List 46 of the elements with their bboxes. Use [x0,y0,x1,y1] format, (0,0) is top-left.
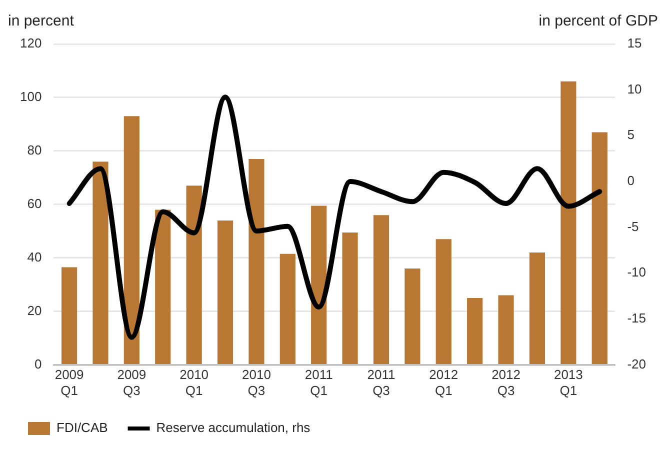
legend-label: FDI/CAB [56,420,108,436]
bar [529,252,546,364]
y2-tick-label: 0 [627,173,634,188]
bar [373,215,390,364]
y-tick-label: 0 [34,356,42,372]
bar [467,298,483,364]
bar [436,239,452,364]
y-tick-label: 80 [27,142,42,158]
bar [155,210,171,364]
bar [560,81,576,364]
y-tick-label: 20 [27,302,42,318]
bar [186,186,202,364]
bar [342,232,358,364]
y-tick-label: 120 [20,36,42,51]
x-tick-label: 2009 Q3 [117,367,146,398]
x-tick-label: 2013 Q1 [554,367,583,398]
y-tick-label: 60 [27,196,42,211]
y-axis-title: in percent [8,12,75,30]
bar [61,267,78,364]
bar [311,206,327,364]
bar [404,268,420,364]
x-tick-label: 2010 Q3 [242,367,271,398]
bar [498,295,514,364]
y2-tick-label: -15 [627,310,646,326]
bar [92,162,108,364]
bar [124,116,140,364]
y2-tick-label: 10 [627,81,642,96]
x-tick-label: 2010 Q1 [180,367,209,398]
y-tick-label: 100 [20,89,42,104]
y2-tick-label: 15 [627,36,642,51]
y-tick-label: 40 [27,249,42,264]
y2-tick-label: -20 [627,356,646,372]
x-tick-label: 2011 Q1 [304,367,333,398]
y2-tick-label: 5 [627,127,634,142]
bar [248,158,264,364]
x-tick-label: 2012 Q3 [492,367,520,398]
legend-label: Reserve accumulation, rhs [156,420,311,436]
y2-tick-label: -5 [627,218,639,234]
x-tick-label: 2009 Q1 [54,367,84,398]
y2-axis-title: in percent of GDP [538,12,658,30]
bar [217,220,234,364]
x-tick-label: 2012 Q1 [429,367,458,398]
y2-tick-label: -10 [627,264,646,280]
bar [592,132,608,364]
x-tick-label: 2011 Q3 [367,367,396,398]
bar [280,254,296,364]
